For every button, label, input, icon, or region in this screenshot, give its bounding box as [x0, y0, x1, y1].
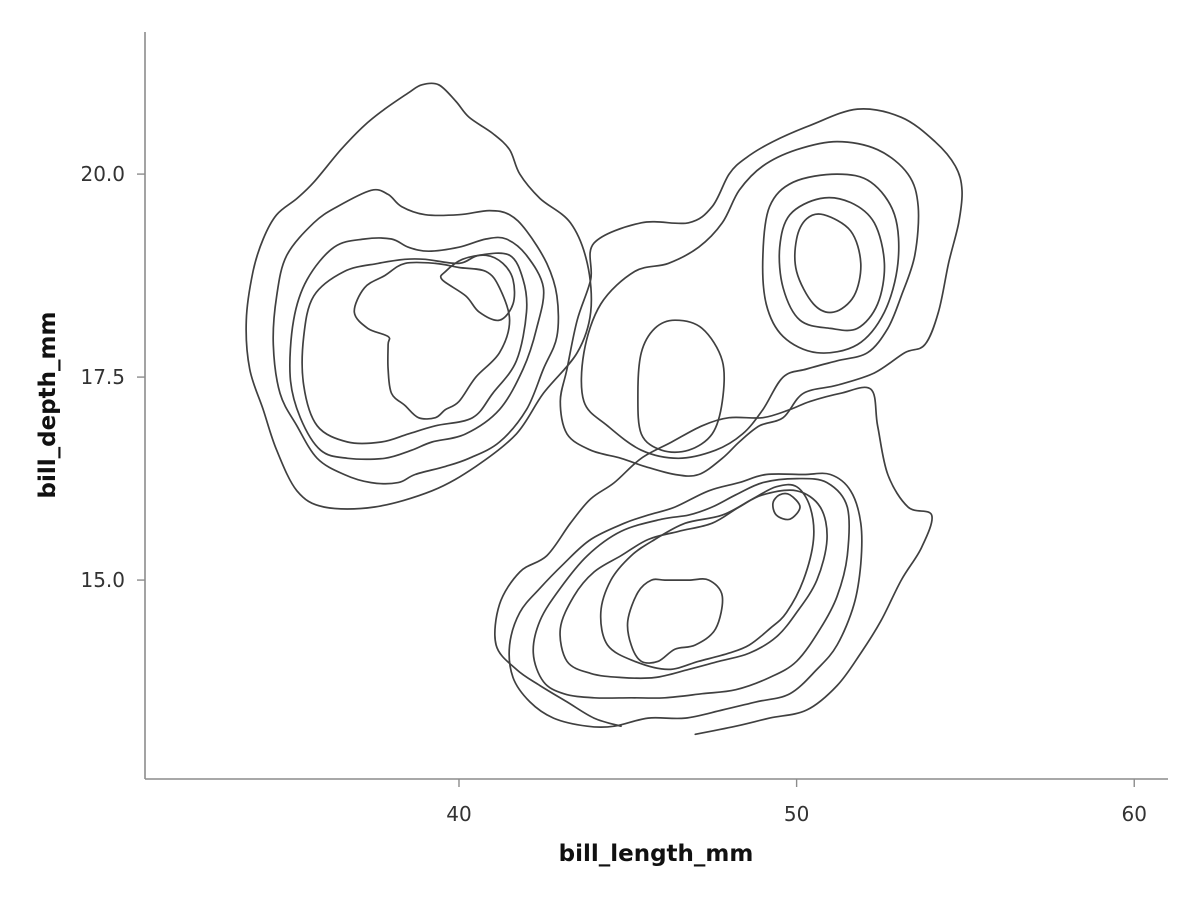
contour-line-a-mid1: [272, 188, 560, 485]
contour-line-a-mid2: [289, 236, 545, 461]
contour-line-g-mid2: [532, 477, 851, 699]
x-axis-ticks: 40 50 60: [446, 779, 1147, 826]
x-axis-title: bill_length_mm: [559, 841, 754, 867]
contour-line-c-mid3: [778, 196, 886, 332]
contour-line-g-mid1: [508, 472, 863, 729]
y-axis-title: bill_depth_mm: [35, 312, 61, 499]
contour-line-g-outer: [494, 386, 933, 736]
contour-line-c-mid1: [580, 140, 920, 460]
contour-line-c-outer: [559, 108, 963, 477]
y-tick-label: 20.0: [80, 162, 125, 186]
contour-line-g-peak: [772, 492, 801, 521]
x-tick-label: 40: [446, 802, 471, 826]
density-contours: [245, 82, 963, 736]
contour-line-g-mid3: [559, 489, 828, 680]
contour-line-a-inner: [353, 261, 511, 420]
x-tick-label: 50: [784, 802, 809, 826]
contour-line-c-peak: [794, 213, 862, 314]
contour-line-a-outer: [245, 82, 593, 510]
y-tick-label: 15.0: [80, 568, 125, 592]
contour-line-a-mid3: [301, 252, 528, 445]
x-tick-label: 60: [1122, 802, 1147, 826]
y-tick-label: 17.5: [80, 365, 125, 389]
contour-line-a-peak: [439, 254, 516, 322]
contour-line-g-inner: [626, 578, 724, 664]
y-axis-ticks: 15.0 17.5 20.0: [80, 162, 145, 592]
contour-line-c-left: [637, 319, 726, 454]
contour-line-c-mid2: [761, 173, 900, 354]
contour-line-g-mid4: [599, 483, 815, 671]
